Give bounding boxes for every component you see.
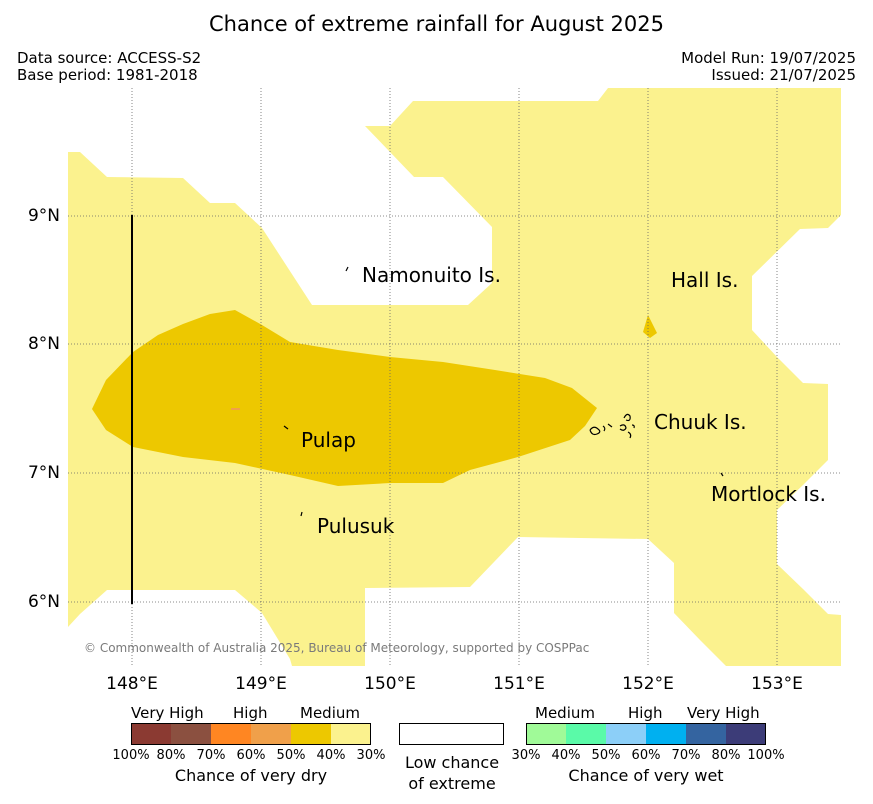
dry-bar-swatch [251, 723, 291, 745]
x-tick-150e: 150°E [364, 674, 416, 694]
x-tick-149e: 149°E [235, 674, 287, 694]
wet-bar-swatch [526, 723, 566, 745]
x-tick-153e: 153°E [751, 674, 803, 694]
wet-cat-very-high: Very High [687, 704, 760, 722]
wet-bar-swatch [726, 723, 766, 745]
dry-tick: 70% [196, 748, 226, 763]
model-run: Model Run: 19/07/2025 [681, 49, 856, 67]
dry-cat-high: High [233, 704, 268, 722]
dry-bar-swatch [291, 723, 331, 745]
dry-bar-swatch [211, 723, 251, 745]
copyright-notice: © Commonwealth of Australia 2025, Bureau… [84, 641, 589, 655]
dry-tick: 50% [276, 748, 306, 763]
place-hall: Hall Is. [671, 268, 738, 292]
metadata-left: Data source: ACCESS-S2 Base period: 1981… [17, 50, 201, 84]
metadata-right: Model Run: 19/07/2025 Issued: 21/07/2025 [681, 50, 856, 84]
wet-tick: 70% [671, 748, 701, 763]
low-chance-swatch [399, 723, 504, 745]
dry-tick: 60% [236, 748, 266, 763]
islands [283, 266, 724, 517]
island-mortlock [720, 472, 724, 477]
wet-cat-medium: Medium [535, 704, 595, 722]
y-tick-7n: 7°N [27, 463, 60, 483]
place-pulap: Pulap [301, 428, 356, 452]
dry-tick: 80% [156, 748, 186, 763]
rainfall-map: Namonuito Is. Hall Is. Pulap Chuuk Is. P… [68, 88, 841, 666]
wet-tick: 40% [551, 748, 581, 763]
place-pulusuk: Pulusuk [317, 514, 395, 538]
dry-tick: 40% [316, 748, 346, 763]
y-tick-8n: 8°N [27, 334, 60, 354]
wet-tick: 30% [511, 748, 541, 763]
dry-tick: 30% [356, 748, 386, 763]
place-namonuito: Namonuito Is. [362, 263, 501, 287]
region-high-dry-spot [231, 408, 240, 410]
wet-tick: 80% [711, 748, 741, 763]
wet-legend-label: Chance of very wet [568, 766, 724, 785]
data-source: Data source: ACCESS-S2 [17, 49, 202, 67]
x-tick-152e: 152°E [622, 674, 674, 694]
wet-tick: 100% [747, 748, 785, 763]
dry-cat-medium: Medium [300, 704, 360, 722]
base-period: Base period: 1981-2018 [17, 66, 198, 84]
wet-cat-high: High [628, 704, 663, 722]
y-tick-9n: 9°N [27, 206, 60, 226]
place-mortlock: Mortlock Is. [711, 482, 826, 506]
dry-cat-very-high: Very High [131, 704, 204, 722]
wet-tick: 50% [591, 748, 621, 763]
low-chance-label: Low chance of extreme [390, 752, 514, 794]
wet-bar-swatch [566, 723, 606, 745]
place-chuuk: Chuuk Is. [654, 410, 747, 434]
island-pulusuk [300, 511, 303, 517]
wet-tick: 60% [631, 748, 661, 763]
region-medium-dry-dark [92, 310, 597, 486]
x-tick-151e: 151°E [493, 674, 545, 694]
island-namonuito [345, 266, 349, 272]
low-chance-line1: Low chance [404, 753, 500, 772]
dry-bar-swatch [331, 723, 371, 745]
wet-bar-swatch [646, 723, 686, 745]
dry-bar-swatch [171, 723, 211, 745]
x-tick-148e: 148°E [106, 674, 158, 694]
dry-bar-swatch [131, 723, 171, 745]
island-chuuk [589, 413, 635, 439]
low-chance-line2: of extreme [408, 774, 496, 793]
wet-bar-swatch [686, 723, 726, 745]
region-hall-dry-dark [643, 315, 657, 338]
map-title: Chance of extreme rainfall for August 20… [209, 12, 664, 36]
issued-date: Issued: 21/07/2025 [711, 66, 856, 84]
island-pulap [283, 425, 289, 430]
dry-tick: 100% [112, 748, 150, 763]
wet-bar-swatch [606, 723, 646, 745]
y-tick-6n: 6°N [27, 592, 60, 612]
dry-legend-label: Chance of very dry [174, 766, 328, 785]
